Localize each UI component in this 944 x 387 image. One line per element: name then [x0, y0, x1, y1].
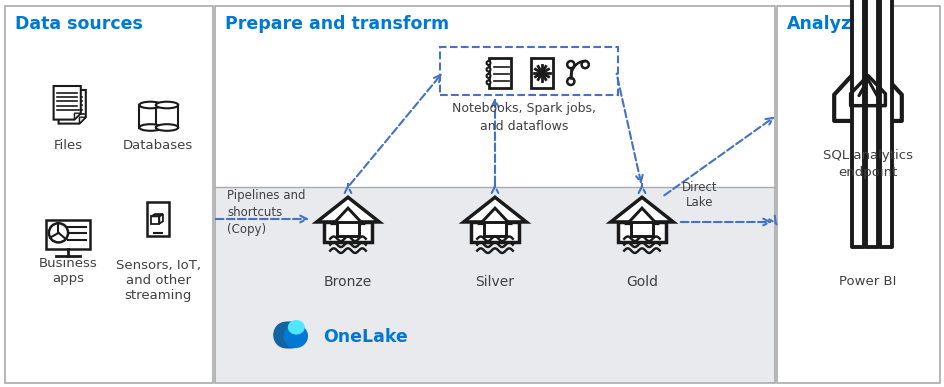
Circle shape [486, 80, 490, 84]
Text: Pipelines and
shortcuts
(Copy): Pipelines and shortcuts (Copy) [227, 189, 305, 236]
Text: Business
apps: Business apps [39, 257, 97, 285]
Polygon shape [627, 208, 656, 224]
Polygon shape [75, 113, 81, 120]
Circle shape [486, 61, 490, 65]
Bar [139, 105, 161, 127]
Bar [631, 222, 652, 236]
Text: Silver: Silver [475, 275, 514, 289]
Polygon shape [610, 197, 673, 222]
Bar [617, 222, 666, 243]
Polygon shape [316, 197, 379, 222]
Text: Direct
Lake: Direct Lake [682, 181, 717, 209]
Circle shape [486, 67, 490, 72]
Bar [879, 0, 890, 247]
Bar [530, 58, 553, 88]
Text: OneLake: OneLake [323, 328, 407, 346]
Text: Databases: Databases [123, 139, 193, 152]
Bar [776, 6, 939, 383]
Bar [471, 222, 518, 243]
Text: Sensors, IoT,
and other
streaming: Sensors, IoT, and other streaming [115, 259, 200, 302]
Ellipse shape [156, 124, 178, 131]
Bar [337, 222, 359, 236]
Ellipse shape [156, 102, 178, 108]
Text: Power BI: Power BI [838, 275, 896, 288]
Bar [488, 58, 511, 88]
Text: Analyze: Analyze [786, 15, 863, 33]
Polygon shape [333, 208, 362, 224]
Bar [484, 222, 505, 236]
Bar [440, 47, 617, 95]
Bar [5, 6, 212, 383]
Text: Prepare and transform: Prepare and transform [225, 15, 448, 33]
Bar [324, 222, 371, 243]
Bar [215, 187, 774, 383]
Ellipse shape [139, 124, 161, 131]
Bar [147, 202, 169, 236]
Bar [46, 220, 90, 249]
Polygon shape [79, 117, 86, 123]
Bar [156, 105, 178, 127]
Bar [151, 216, 160, 224]
Polygon shape [59, 90, 86, 123]
Polygon shape [480, 208, 509, 224]
Polygon shape [273, 322, 305, 349]
Text: Files: Files [54, 139, 82, 152]
Polygon shape [464, 197, 526, 222]
Circle shape [486, 74, 490, 78]
Text: Gold: Gold [625, 275, 657, 289]
Text: Bronze: Bronze [324, 275, 372, 289]
Polygon shape [283, 324, 308, 348]
Text: Data sources: Data sources [15, 15, 143, 33]
Polygon shape [288, 320, 305, 334]
Bar [215, 6, 774, 383]
Bar [851, 0, 863, 247]
Ellipse shape [139, 102, 161, 108]
Bar [865, 0, 877, 247]
Polygon shape [54, 86, 81, 120]
Text: SQL analytics
endpoint: SQL analytics endpoint [822, 149, 912, 179]
Text: Notebooks, Spark jobs,
and dataflows: Notebooks, Spark jobs, and dataflows [451, 102, 596, 133]
